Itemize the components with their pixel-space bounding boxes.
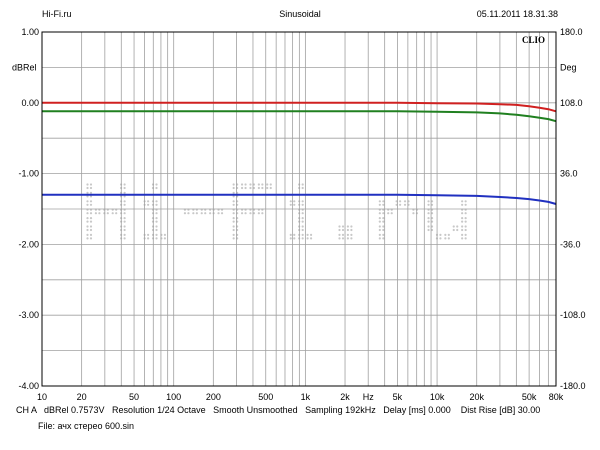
x-tick-label: 5k <box>393 392 403 400</box>
x-tick-label: 10k <box>430 392 445 400</box>
x-tick-label: 100 <box>166 392 181 400</box>
y-axis-label: dBRel <box>12 62 37 72</box>
series-line-blue <box>42 193 557 205</box>
chart-grid <box>41 31 557 387</box>
header-signal-type: Sinusoidal <box>279 9 321 19</box>
x-unit-label: Hz <box>363 392 374 400</box>
y2-tick-label: 36.0 <box>560 169 578 179</box>
y2-tick-label: 180.0 <box>560 27 583 37</box>
series-line-green <box>42 110 557 123</box>
x-tick-label: 2k <box>340 392 350 400</box>
x-tick-label: 50 <box>129 392 139 400</box>
y2-tick-label: -36.0 <box>560 239 581 249</box>
x-tick-label: 200 <box>206 392 221 400</box>
y2-tick-label: -180.0 <box>560 381 586 391</box>
chart-series <box>42 101 557 205</box>
watermark-dot-matrix <box>86 183 467 240</box>
plot-frame <box>41 31 557 387</box>
clio-logo: CLIO <box>522 35 545 45</box>
chart-labels: 10 20 50 100 200 500 1k 2k 5k 10k 20k 50k 80k Hz 1.00 0… <box>12 27 586 400</box>
x-tick-label: 10 <box>37 392 47 400</box>
x-tick-label: 500 <box>258 392 273 400</box>
series-line-red <box>42 101 557 113</box>
y-tick-label: -4.00 <box>18 381 39 391</box>
y2-axis-label: Deg <box>560 62 577 72</box>
y-tick-label: 0.00 <box>21 98 39 108</box>
x-tick-label: 20 <box>77 392 87 400</box>
y-tick-label: 1.00 <box>21 27 39 37</box>
file-name: File: ачх стерео 600.sin <box>38 421 135 431</box>
x-tick-label: 50k <box>522 392 537 400</box>
measurement-settings: CH A dBRel 0.7573V Resolution 1/24 Octav… <box>16 405 541 415</box>
y2-tick-label: -108.0 <box>560 310 586 320</box>
header-datetime: 05.11.2011 18.31.38 <box>476 9 558 19</box>
x-tick-label: 80k <box>549 392 564 400</box>
y-tick-label: -1.00 <box>18 169 39 179</box>
header-site: Hi-Fi.ru <box>42 9 72 19</box>
y2-tick-label: 108.0 <box>560 98 583 108</box>
y-tick-label: -2.00 <box>18 239 39 249</box>
frequency-response-chart: 10 20 50 100 200 500 1k 2k 5k 10k 20k 50k 80k Hz 1.00 0… <box>12 27 586 400</box>
x-tick-label: 20k <box>469 392 484 400</box>
y-tick-label: -3.00 <box>18 310 39 320</box>
x-tick-label: 1k <box>301 392 311 400</box>
